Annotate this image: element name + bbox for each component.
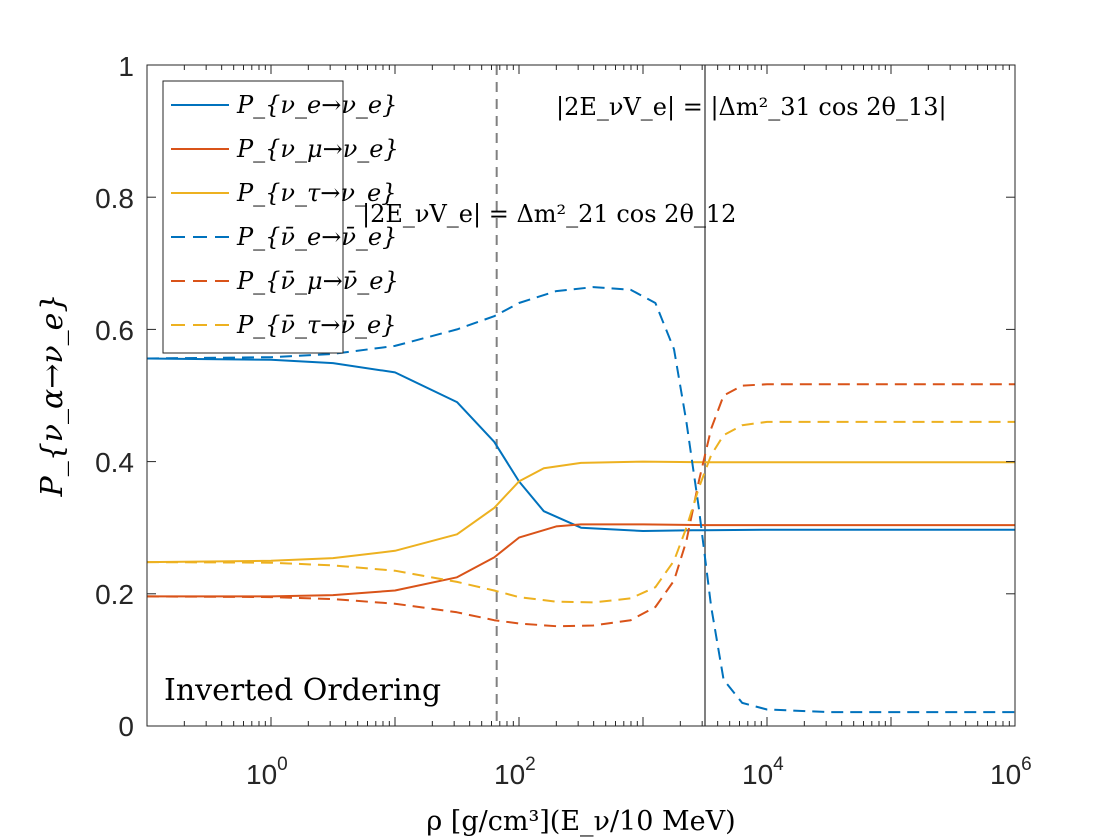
x-axis-label: ρ [g/cm³](E_ν/10 MeV): [426, 806, 735, 837]
y-axis-label: P_{ν_α→ν_e}: [35, 294, 70, 498]
y-tick-label: 1: [118, 51, 134, 82]
x-tick-labels: 100 102 104 106: [246, 754, 1032, 790]
legend-label: P_{ν_τ→ν_e}: [236, 179, 396, 207]
x-tick-label: 104: [742, 754, 784, 790]
marker-lines: [495, 65, 706, 726]
legend: P_{ν_e→ν_e} P_{ν_μ→ν_e} P_{ν_τ→ν_e} P_{ν̄_e…: [162, 80, 399, 354]
x-tick-label: 106: [990, 754, 1032, 790]
x-tick-label: 100: [246, 754, 288, 790]
y-tick-label: 0.6: [95, 315, 134, 346]
legend-label: P_{ν_e→ν_e}: [236, 91, 397, 119]
legend-box: [162, 80, 344, 354]
plot-lines: [146, 286, 1015, 714]
y-tick-label: 0.8: [95, 183, 134, 214]
ordering-annotation: Inverted Ordering: [164, 673, 441, 708]
series-line-1: [147, 523, 1015, 598]
plot-frame: [146, 64, 1016, 727]
series-line-3: [146, 286, 1015, 714]
legend-label: P_{ν̄_e→ν̄_e}: [236, 223, 397, 251]
series-line-2: [146, 460, 1015, 564]
legend-label: P_{ν̄_μ→ν̄_e}: [236, 267, 399, 295]
series-line-5: [146, 420, 1015, 604]
y-tick-label: 0: [118, 711, 134, 742]
axis-ticks: [146, 64, 1015, 727]
series-line-0: [146, 357, 1015, 532]
legend-label: P_{ν_μ→ν_e}: [236, 135, 399, 163]
legend-label: P_{ν̄_τ→ν̄_e}: [236, 311, 396, 339]
y-tick-label: 0.2: [95, 579, 134, 610]
resonance-label-31: |2E_νV_e| = |Δm²_31 cos 2θ_13|: [556, 93, 947, 122]
y-tick-label: 0.4: [95, 447, 134, 478]
series-line-4: [146, 383, 1015, 628]
y-tick-labels: 0 0.2 0.4 0.6 0.8 1: [95, 51, 134, 742]
resonance-label-21: |2E_νV_e| = Δm²_21 cos 2θ_12: [362, 200, 736, 229]
x-tick-label: 102: [494, 754, 536, 790]
